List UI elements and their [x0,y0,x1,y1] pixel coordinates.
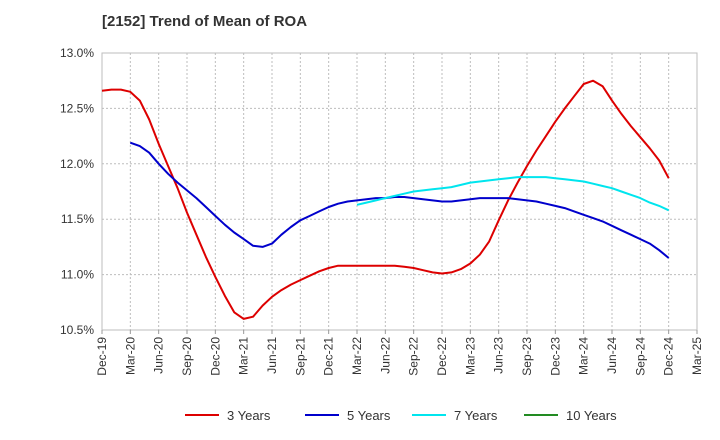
y-tick-label: 11.5% [61,212,94,226]
x-tick-label: Jun-22 [378,337,392,374]
chart-canvas: 13.0% 12.5% 12.0% 11.5% 11.0% 10.5% Dec-19 Mar… [60,46,704,376]
legend-label: 5 Years [347,407,391,423]
x-tick-label: Dec-19 [95,337,109,376]
x-tick-labels: Dec-19 Mar-20 Jun-20 Sep-20 Dec-20 Mar-21 Jun-… [95,337,704,376]
x-tick-label: Mar-21 [237,337,251,375]
x-tick-label: Dec-21 [322,337,336,376]
legend-item-7-years: 7 Years [412,404,497,426]
y-tick-label: 11.0% [61,268,94,282]
x-tick-label: Sep-24 [633,337,647,376]
series-line-7-years [356,176,670,212]
x-tick-label: Sep-21 [293,337,307,376]
series-lines [101,79,670,320]
legend-item-3-years: 3 Years [185,404,270,426]
x-tick-label: Mar-22 [350,337,364,375]
series-line-3-years [101,79,670,320]
legend-label: 10 Years [566,407,617,423]
legend-item-10-years: 10 Years [524,404,617,426]
axes [101,52,698,334]
legend-label: 7 Years [454,407,498,423]
x-tick-label: Jun-24 [605,337,619,374]
x-tick-label: Dec-24 [662,337,676,376]
x-tick-label: Dec-23 [548,337,562,376]
legend-swatch [524,414,558,416]
plot-area-frame [101,52,698,331]
x-tick-label: Dec-22 [435,337,449,376]
x-tick-label: Sep-23 [520,337,534,376]
y-tick-label: 13.0% [60,46,94,60]
y-tick-labels: 13.0% 12.5% 12.0% 11.5% 11.0% 10.5% [60,46,94,337]
legend: 3 Years 5 Years 7 Years 10 Years [0,404,720,426]
x-tick-label: Mar-24 [577,337,591,375]
x-tick-label: Mar-23 [463,337,477,375]
x-tick-label: Jun-23 [492,337,506,374]
x-tick-label: Sep-20 [180,337,194,376]
x-tick-label: Jun-20 [152,337,166,374]
legend-item-5-years: 5 Years [305,404,390,426]
legend-swatch [305,414,339,416]
x-tick-label: Dec-20 [208,337,222,376]
x-tick-label: Mar-25 [690,337,704,375]
x-tick-label: Jun-21 [265,337,279,374]
legend-swatch [412,414,446,416]
series-line-5-years [129,141,670,259]
x-tick-label: Mar-20 [123,337,137,375]
x-tick-label: Sep-22 [407,337,421,376]
legend-label: 3 Years [227,407,271,423]
y-tick-label: 12.0% [60,157,94,171]
legend-swatch [185,414,219,416]
chart-title: [2152] Trend of Mean of ROA [102,13,308,30]
y-tick-label: 10.5% [60,323,94,337]
y-tick-label: 12.5% [60,101,94,115]
